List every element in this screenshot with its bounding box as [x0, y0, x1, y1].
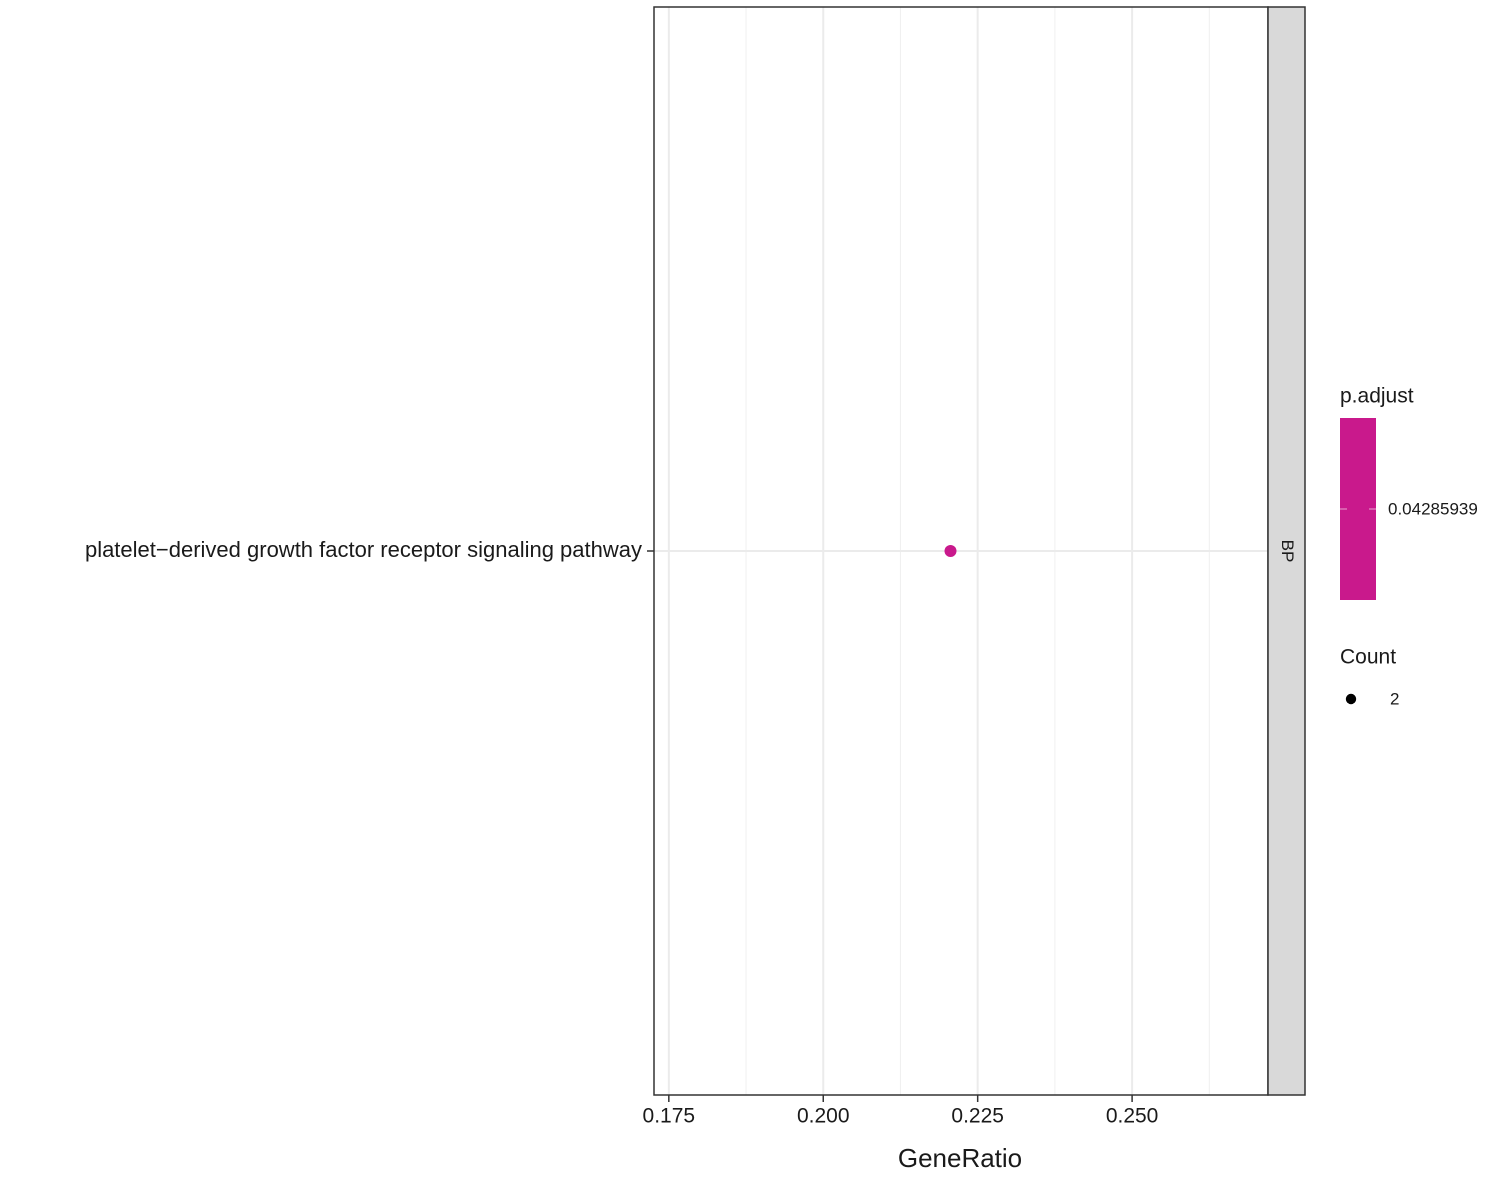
y-tick-label: platelet−derived growth factor receptor …: [85, 537, 642, 562]
legend-color-title: p.adjust: [1340, 385, 1414, 408]
legend-size-label: 2: [1390, 689, 1399, 708]
legend-color-label: 0.04285939: [1388, 499, 1478, 518]
x-axis-title: GeneRatio: [898, 1143, 1022, 1173]
x-tick-label: 0.250: [1106, 1105, 1159, 1128]
legend-size-key: [1345, 693, 1357, 705]
facet-strip: [1267, 6, 1306, 1096]
point: [944, 545, 957, 557]
legend-size-title: Count: [1340, 646, 1396, 669]
x-tick-label: 0.175: [643, 1105, 696, 1128]
x-tick-label: 0.200: [797, 1105, 850, 1128]
facet-label: BP: [1278, 540, 1297, 563]
x-tick-label: 0.225: [951, 1105, 1004, 1128]
